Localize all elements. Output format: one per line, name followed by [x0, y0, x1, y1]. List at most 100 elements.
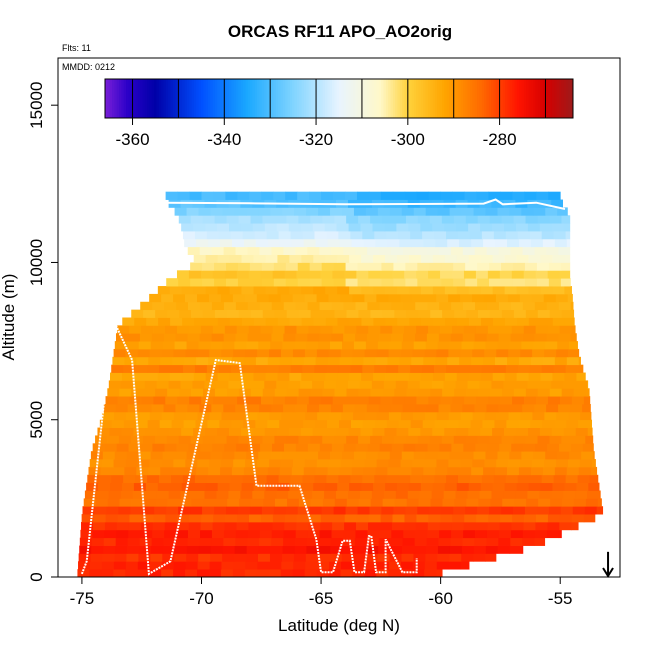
heatmap-cell [119, 388, 132, 397]
heatmap-cell [210, 451, 223, 460]
heatmap-cell [155, 388, 168, 397]
heatmap-cell [200, 325, 214, 334]
heatmap-cell [459, 356, 472, 366]
heatmap-cell [207, 419, 220, 428]
heatmap-cell [319, 246, 332, 255]
heatmap-cell [412, 411, 426, 421]
colorbar-swatch [470, 79, 473, 118]
heatmap-cell [286, 435, 299, 444]
heatmap-cell [463, 521, 477, 531]
heatmap-cell [248, 521, 261, 531]
heatmap-cell [303, 238, 317, 248]
heatmap-cell [414, 404, 427, 413]
heatmap-cell [281, 553, 295, 562]
colorbar-swatch [243, 79, 246, 118]
colorbar-swatch [126, 79, 129, 118]
heatmap-cell [180, 380, 193, 389]
heatmap-cell [373, 317, 386, 326]
heatmap-cell [104, 529, 117, 539]
heatmap-cell [411, 238, 424, 248]
heatmap-cell [127, 545, 140, 554]
heatmap-cell [558, 404, 571, 413]
heatmap-cell [280, 293, 294, 303]
heatmap-cell [236, 521, 249, 531]
x-axis-title: Latitude (deg N) [278, 616, 400, 635]
heatmap-cell [546, 301, 560, 311]
heatmap-cell [138, 341, 152, 350]
heatmap-cell [438, 246, 452, 255]
colorbar-swatch [348, 79, 352, 118]
heatmap-cell [132, 490, 146, 499]
heatmap-cell [423, 466, 436, 476]
heatmap-cell [117, 396, 130, 405]
heatmap-cell [245, 411, 258, 421]
heatmap-cell [330, 341, 343, 350]
colorbar-swatch [561, 79, 565, 118]
heatmap-cell [226, 388, 240, 397]
heatmap-cell [483, 293, 497, 303]
heatmap-cell [101, 561, 115, 570]
heatmap-cell [564, 372, 577, 381]
colorbar-swatch [392, 79, 396, 118]
heatmap-cell [469, 364, 483, 373]
heatmap-cell [382, 498, 395, 507]
heatmap-cell [163, 404, 176, 413]
heatmap-cell [205, 317, 219, 326]
heatmap-cell [234, 341, 247, 350]
heatmap-cell [214, 435, 227, 444]
heatmap-cell [471, 356, 484, 366]
heatmap-cell [131, 388, 144, 397]
heatmap-cell [540, 482, 553, 491]
heatmap-cell [472, 293, 485, 303]
heatmap-cell [229, 372, 242, 381]
heatmap-cell [282, 207, 295, 216]
heatmap-cell [380, 325, 393, 334]
heatmap-cell [295, 537, 308, 546]
heatmap-cell [554, 356, 568, 366]
heatmap-cell [147, 474, 160, 484]
heatmap-cell [576, 372, 586, 381]
colorbar-swatch [210, 79, 214, 118]
colorbar-swatch [236, 79, 239, 118]
heatmap-cell [141, 396, 154, 405]
heatmap-cell [232, 293, 246, 303]
heatmap-cell [369, 278, 382, 287]
heatmap-cell [520, 459, 533, 468]
heatmap-cell [189, 514, 202, 523]
heatmap-cell [566, 466, 580, 476]
heatmap-cell [176, 443, 189, 452]
heatmap-cell [249, 191, 262, 200]
heatmap-cell [406, 498, 419, 507]
heatmap-cell [548, 191, 561, 200]
colorbar-swatch [512, 79, 515, 118]
heatmap-cell [285, 191, 298, 200]
heatmap-cell [483, 466, 496, 476]
heatmap-cell [558, 529, 562, 539]
heatmap-cell [321, 262, 335, 271]
heatmap-cell [214, 215, 227, 224]
heatmap-cell [412, 348, 425, 358]
heatmap-cell [587, 427, 593, 436]
heatmap-cell [320, 514, 334, 523]
annotation-arrow-head [602, 567, 614, 578]
heatmap-cell [220, 356, 233, 366]
heatmap-cell [246, 341, 259, 350]
heatmap-cell [237, 506, 251, 515]
heatmap-cell [453, 506, 466, 515]
heatmap-cell [399, 238, 412, 248]
heatmap-cell [321, 191, 334, 200]
heatmap-cell [188, 325, 202, 334]
heatmap-cell [269, 411, 282, 421]
heatmap-cell [439, 529, 452, 539]
heatmap-cell [325, 372, 338, 381]
colorbar-swatch [453, 79, 457, 118]
heatmap-cell [546, 404, 559, 413]
heatmap-cell [140, 301, 153, 311]
heatmap-cell [474, 246, 488, 255]
colorbar-swatch [427, 79, 431, 118]
heatmap-cell [524, 396, 537, 405]
heatmap-cell [179, 498, 192, 507]
heatmap-cell [523, 443, 536, 452]
heatmap-cell [380, 270, 393, 279]
heatmap-cell [367, 246, 380, 255]
